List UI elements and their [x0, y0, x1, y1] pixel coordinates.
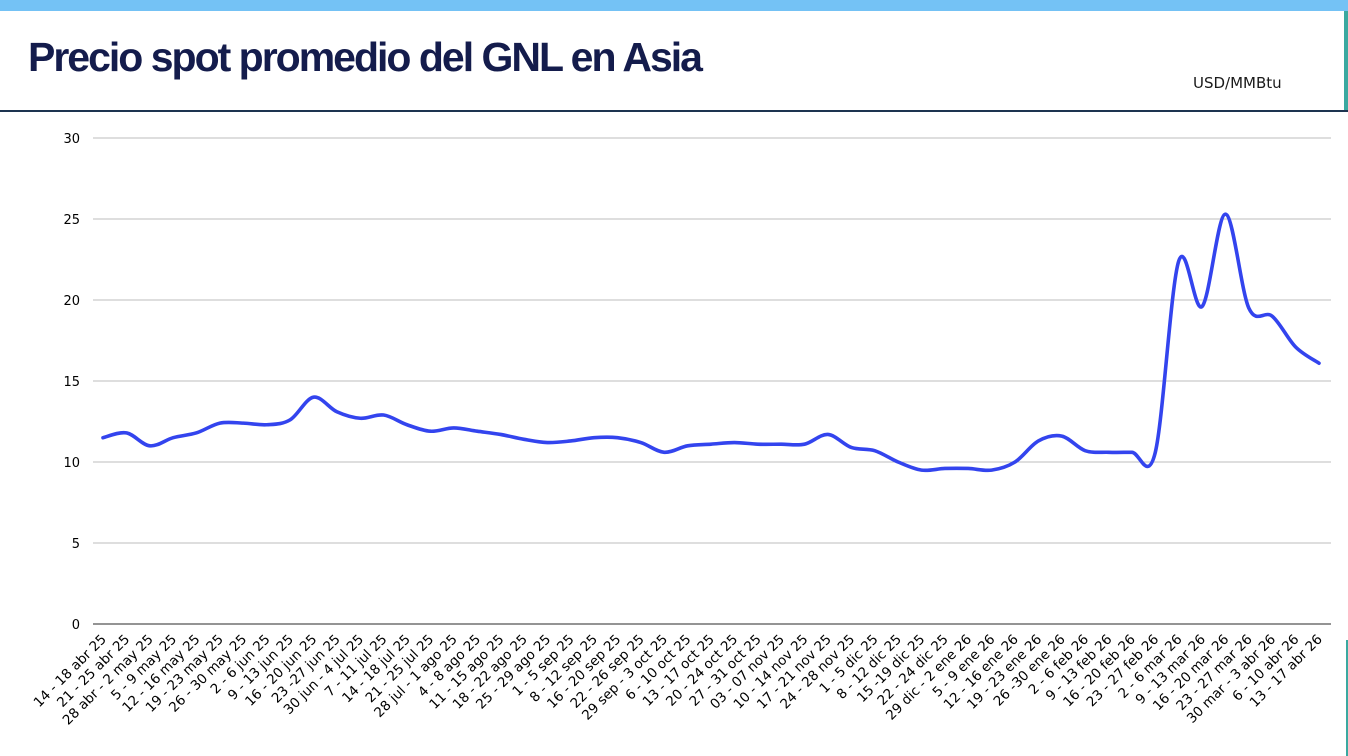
data-point: [124, 431, 128, 435]
data-point: [265, 423, 269, 427]
data-point: [1083, 449, 1087, 453]
data-point: [592, 436, 596, 440]
y-tick-label: 5: [72, 537, 80, 552]
data-point: [1107, 450, 1111, 454]
page-title: Precio spot promedio del GNL en Asia: [28, 34, 703, 80]
y-tick-label: 10: [63, 456, 80, 471]
data-point: [1036, 439, 1040, 443]
data-point: [1060, 434, 1064, 438]
data-point: [1247, 306, 1251, 310]
data-point: [943, 466, 947, 470]
data-point: [662, 450, 666, 454]
unit-label: USD/MMBtu: [1193, 74, 1282, 92]
data-point: [779, 442, 783, 446]
data-point: [101, 436, 105, 440]
data-point: [452, 426, 456, 430]
data-point: [522, 437, 526, 441]
data-point: [358, 416, 362, 420]
data-point: [1200, 304, 1204, 308]
data-point: [1294, 345, 1298, 349]
data-point: [919, 468, 923, 472]
data-point: [826, 432, 830, 436]
data-point: [873, 449, 877, 453]
data-point: [966, 466, 970, 470]
y-tick-label: 20: [63, 294, 80, 309]
right-edge-accent: [1344, 11, 1348, 111]
data-point: [195, 431, 199, 435]
data-point: [1130, 450, 1134, 454]
header-divider: [0, 110, 1348, 112]
grid-lines: [93, 137, 1331, 625]
y-tick-label: 0: [72, 618, 80, 633]
data-point: [686, 444, 690, 448]
data-point: [1223, 212, 1227, 216]
data-point: [218, 421, 222, 425]
data-point: [1317, 361, 1321, 365]
data-point: [1270, 314, 1274, 318]
data-point: [896, 460, 900, 464]
data-point: [1013, 460, 1017, 464]
data-point: [475, 429, 479, 433]
data-point: [382, 413, 386, 417]
y-tick-label: 25: [63, 213, 80, 228]
data-point: [803, 442, 807, 446]
data-point: [288, 418, 292, 422]
data-point: [148, 444, 152, 448]
data-point: [428, 429, 432, 433]
data-point: [615, 436, 619, 440]
data-point: [732, 441, 736, 445]
data-point: [849, 445, 853, 449]
y-tick-label: 15: [63, 375, 80, 390]
top-accent-bar: [0, 0, 1348, 11]
data-point: [171, 436, 175, 440]
data-point: [639, 441, 643, 445]
y-axis-ticks: 0 5 10 15 20 25 30: [63, 132, 80, 633]
y-tick-label: 30: [63, 132, 80, 147]
data-point: [569, 439, 573, 443]
data-point: [241, 421, 245, 425]
data-point: [545, 441, 549, 445]
series-line: [101, 212, 1321, 473]
data-point: [311, 395, 315, 399]
data-point: [499, 432, 503, 436]
data-point: [1177, 259, 1181, 263]
data-point: [990, 468, 994, 472]
data-point: [335, 410, 339, 414]
data-point: [1153, 450, 1157, 454]
data-point: [756, 442, 760, 446]
series-group: [101, 212, 1321, 473]
data-point: [709, 442, 713, 446]
data-point: [405, 423, 409, 427]
right-edge-accent-lower: [1346, 640, 1348, 756]
